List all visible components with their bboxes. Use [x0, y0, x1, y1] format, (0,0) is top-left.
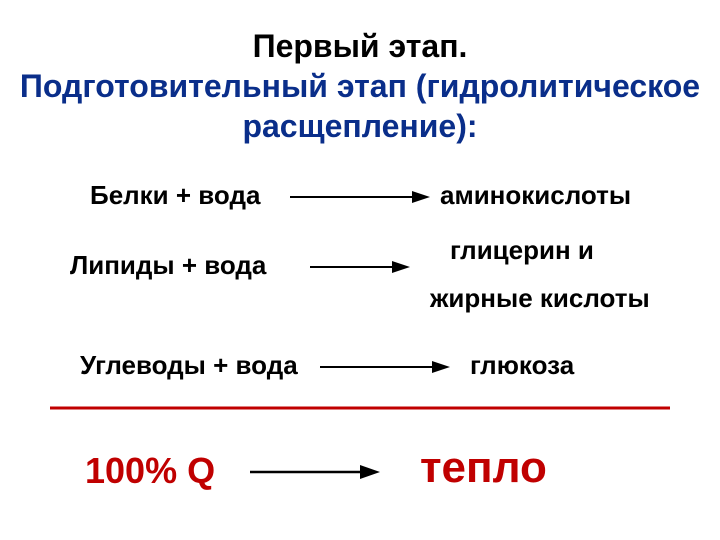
- reaction-3-arrow: [320, 358, 450, 376]
- reaction-2-right-line2: жирные кислоты: [430, 283, 650, 314]
- reaction-2-left: Липиды + вода: [70, 250, 266, 281]
- stage-title: Первый этап.: [0, 28, 720, 65]
- energy-left: 100% Q: [85, 450, 215, 492]
- slide-root: Первый этап. Подготовительный этап (гидр…: [0, 0, 720, 540]
- divider-line: [50, 405, 670, 411]
- reaction-1-right: аминокислоты: [440, 180, 631, 211]
- reaction-1-arrow: [290, 188, 430, 206]
- energy-arrow: [250, 462, 380, 482]
- reaction-2-arrow: [310, 258, 410, 276]
- reaction-3-right: глюкоза: [470, 350, 574, 381]
- energy-right: тепло: [420, 443, 547, 493]
- reaction-1-left: Белки + вода: [90, 180, 260, 211]
- reaction-2-right-line1: глицерин и: [450, 235, 594, 266]
- stage-subtitle: Подготовительный этап (гидролитическое р…: [0, 66, 720, 146]
- reaction-3-left: Углеводы + вода: [80, 350, 298, 381]
